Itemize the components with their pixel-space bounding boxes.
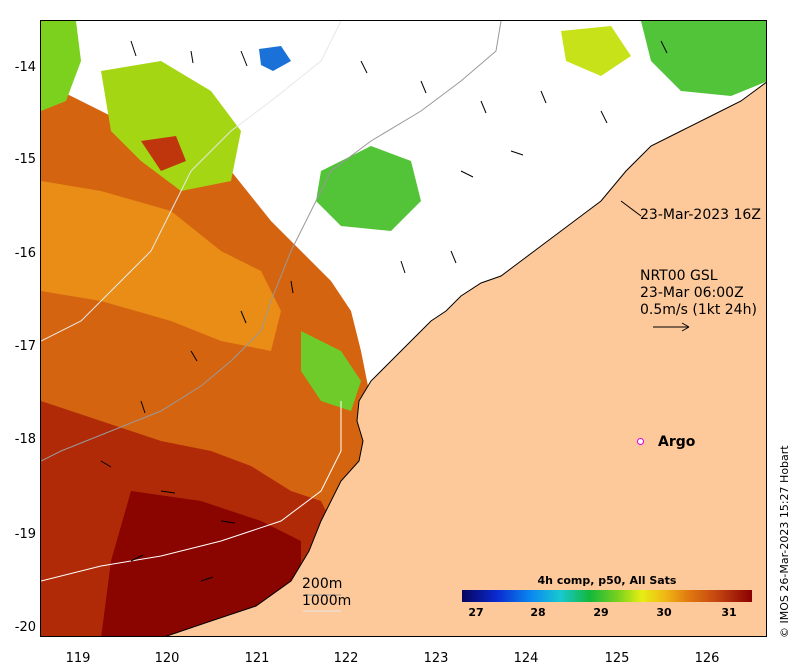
lat-tick: -20 — [14, 620, 36, 635]
current-time-label: 23-Mar 06:00Z — [640, 285, 744, 301]
sst-green-patch — [316, 146, 421, 231]
lon-tick: 124 — [513, 651, 539, 666]
depth-label-200m: 200m — [302, 576, 343, 592]
lat-tick: -14 — [14, 60, 36, 75]
sst-northeast-yellow — [561, 26, 631, 76]
lon-tick: 126 — [694, 651, 720, 666]
sst-green-coast — [301, 331, 361, 411]
colorbar-tick: 30 — [656, 606, 672, 619]
current-vectors — [100, 40, 668, 582]
pass-label-pointer — [620, 200, 642, 217]
colorbar-title: 4h comp, p50, All Sats — [537, 574, 677, 587]
land-mass — [165, 81, 766, 636]
colorbar-tick: 29 — [593, 606, 609, 619]
colorbar-tick: 27 — [468, 606, 484, 619]
lon-tick: 119 — [65, 651, 91, 666]
sst-hottest-region — [101, 491, 301, 636]
depth-contour-south — [41, 401, 342, 582]
lon-tick: 125 — [604, 651, 630, 666]
sst-northeast-patch — [641, 21, 766, 96]
sst-orange-band — [41, 181, 281, 351]
depth-contour-1000m — [41, 21, 342, 342]
colorbar-tick: 28 — [530, 606, 546, 619]
sst-map-panel — [40, 20, 767, 637]
argo-float-marker — [637, 438, 644, 445]
sst-map — [41, 21, 766, 636]
lat-tick: -18 — [14, 432, 36, 447]
depth-label-1000m: 1000m — [302, 593, 352, 609]
argo-label: Argo — [658, 434, 696, 450]
colorbar-tick: 31 — [721, 606, 737, 619]
pass-time-label: 23-Mar-2023 16Z — [640, 207, 761, 223]
current-scale-arrowhead — [681, 322, 690, 332]
sst-warm-pocket — [141, 136, 186, 171]
sst-green-north — [41, 21, 81, 111]
sst-cool-patch — [259, 46, 291, 71]
lat-tick: -19 — [14, 527, 36, 542]
lon-tick: 123 — [423, 651, 449, 666]
lat-tick: -17 — [14, 339, 36, 354]
sst-colorbar — [462, 590, 752, 602]
sst-green-clouds — [101, 61, 241, 191]
lat-tick: -15 — [14, 152, 36, 167]
current-model-label: NRT00 GSL — [640, 268, 718, 284]
current-scale-label: 0.5m/s (1kt 24h) — [640, 302, 757, 318]
lon-tick: 122 — [333, 651, 359, 666]
lat-tick: -16 — [14, 246, 36, 261]
lon-tick: 120 — [154, 651, 180, 666]
imos-credit: © IMOS 26-Mar-2023 15:27 Hobart — [778, 445, 791, 638]
lon-tick: 121 — [244, 651, 270, 666]
depth-contour-200m — [41, 21, 502, 462]
